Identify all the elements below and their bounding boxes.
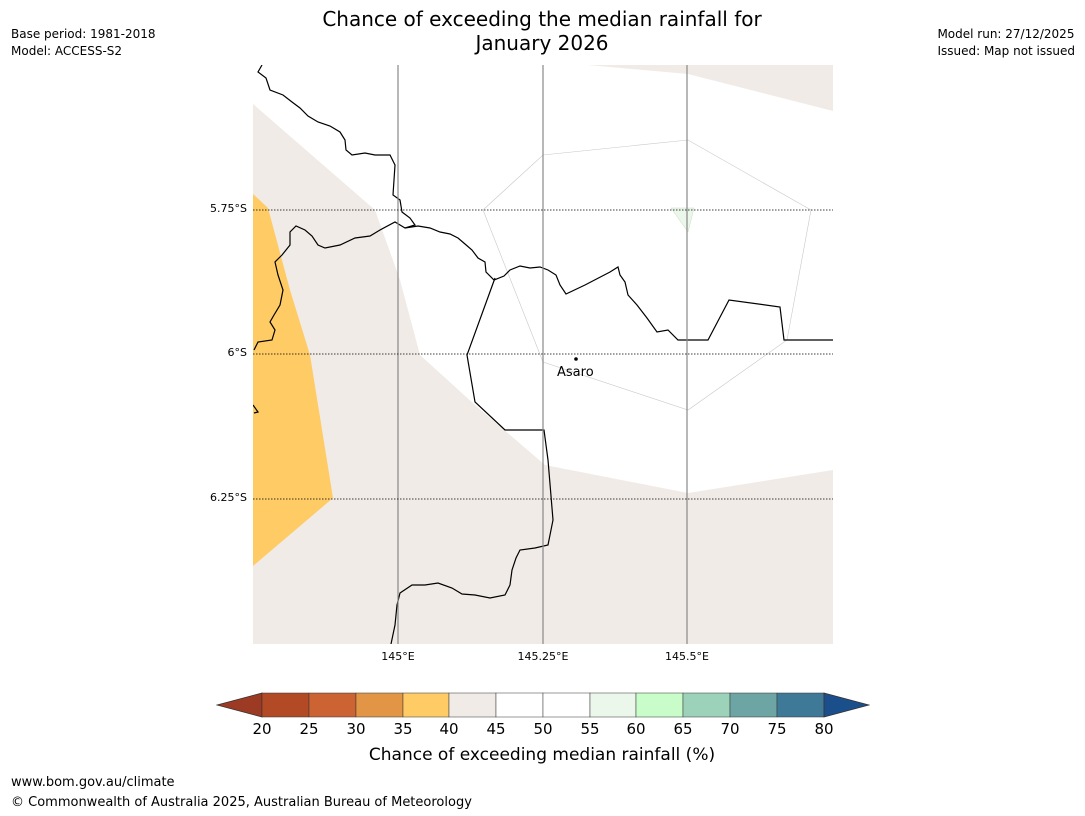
- colorbar-tick: 70: [720, 720, 740, 738]
- colorbar-label: Chance of exceeding median rainfall (%): [368, 745, 716, 765]
- colorbar-tick: 30: [346, 720, 366, 738]
- colorbar: [216, 692, 870, 718]
- colorbar-tick: 65: [673, 720, 693, 738]
- model-run: Model run: 27/12/2025: [937, 27, 1075, 41]
- meta-right: Model run: 27/12/2025 Issued: Map not is…: [937, 26, 1075, 60]
- colorbar-segment-30-35: [355, 692, 404, 718]
- colorbar-tick: 25: [299, 720, 319, 738]
- colorbar-tick: 50: [533, 720, 553, 738]
- place-marker: [574, 357, 578, 361]
- base-period: Base period: 1981-2018: [11, 27, 156, 41]
- colorbar-tick: 35: [393, 720, 413, 738]
- colorbar-extend-high: [823, 692, 870, 718]
- colorbar-segment-65-70: [682, 692, 731, 718]
- lat-label-6-25: 6.25°S: [210, 491, 247, 504]
- colorbar-segment-40-45: [448, 692, 497, 718]
- colorbar-tick: 40: [439, 720, 459, 738]
- colorbar-segment-55-60: [589, 692, 637, 718]
- above-median-patch: [670, 207, 695, 233]
- colorbar-segment-25-30: [308, 692, 357, 718]
- coastline: [253, 65, 416, 351]
- colorbar-tick: 20: [252, 720, 272, 738]
- meta-left: Base period: 1981-2018 Model: ACCESS-S2: [11, 26, 156, 60]
- place-label: Asaro: [557, 365, 594, 380]
- footer-url[interactable]: www.bom.gov.au/climate: [11, 775, 175, 790]
- lon-label-145: 145°E: [381, 650, 415, 663]
- colorbar-segment-70-75: [729, 692, 778, 718]
- lat-label-6: 6°S: [227, 346, 247, 359]
- lon-label-145-25: 145.25°E: [517, 650, 569, 663]
- colorbar-segment-50-55: [542, 692, 591, 718]
- colorbar-tick: 45: [486, 720, 506, 738]
- colorbar-tick: 80: [814, 720, 834, 738]
- coastline-nub: [253, 404, 260, 414]
- near-median-region-top: [588, 65, 833, 111]
- colorbar-tick: 60: [626, 720, 646, 738]
- colorbar-tick: 55: [580, 720, 600, 738]
- colorbar-segment-35-40: [402, 692, 450, 718]
- map-title-line2: January 2026: [475, 31, 609, 55]
- colorbar-tick: 75: [767, 720, 787, 738]
- footer-copyright: © Commonwealth of Australia 2025, Austra…: [11, 795, 472, 810]
- colorbar-segment-20-25: [261, 692, 310, 718]
- colorbar-segment-75-80: [776, 692, 825, 718]
- colorbar-segment-45-50: [495, 692, 544, 718]
- coastline-segment: [404, 225, 833, 341]
- contour-line: [482, 139, 812, 411]
- lon-label-145-5: 145.5°E: [665, 650, 709, 663]
- border-line: [390, 277, 554, 644]
- colorbar-extend-low: [216, 692, 263, 718]
- map-title-line1: Chance of exceeding the median rainfall …: [322, 7, 762, 31]
- colorbar-segment-60-65: [635, 692, 684, 718]
- model-name: Model: ACCESS-S2: [11, 44, 123, 58]
- lat-label-5-75: 5.75°S: [210, 202, 247, 215]
- map-title: Chance of exceeding the median rainfall …: [242, 7, 842, 55]
- below-median-region: [253, 194, 333, 566]
- issued-status: Issued: Map not issued: [937, 44, 1075, 58]
